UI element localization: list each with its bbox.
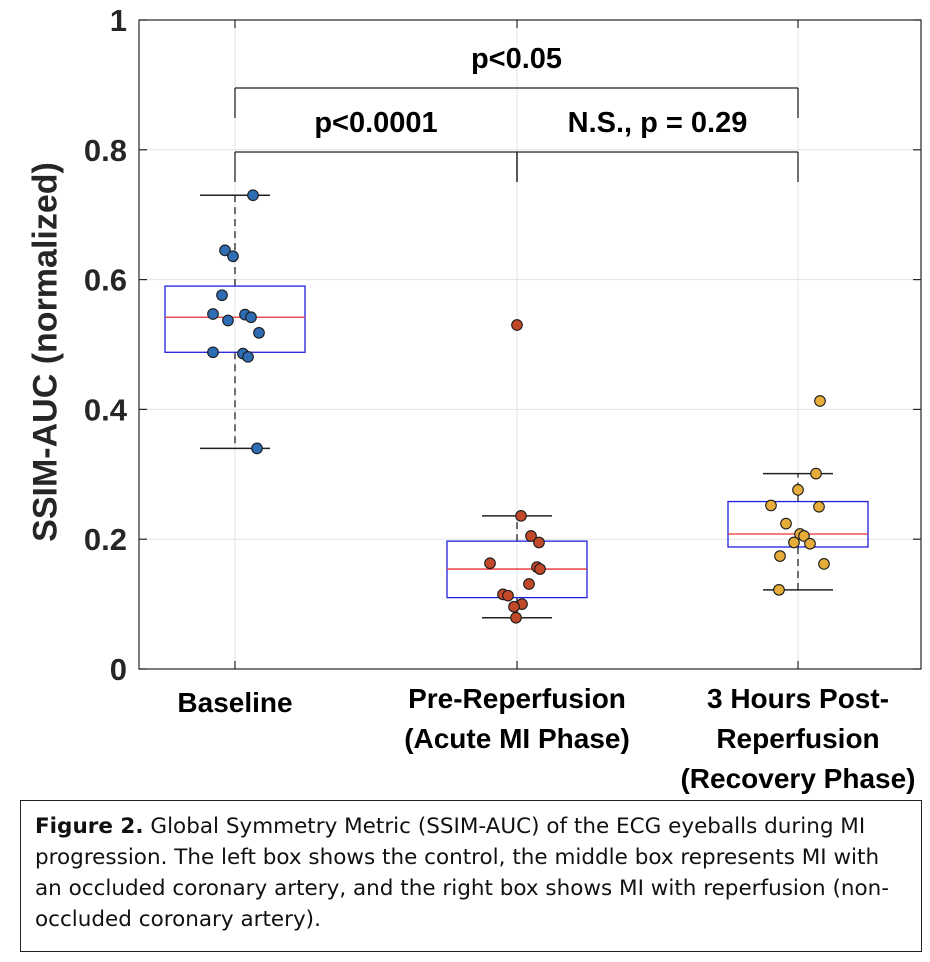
y-tick-label-4: 0.8 [84, 133, 127, 168]
data-point-2-8 [788, 536, 800, 549]
x-category-label-2-1: Reperfusion [716, 723, 879, 754]
y-tick-label-0: 0 [110, 652, 127, 687]
data-point-1-12 [510, 611, 522, 624]
data-point-1-4 [484, 557, 496, 570]
x-category-label-0-0: Baseline [177, 687, 292, 718]
x-category-label-1-0: Pre-Reperfusion [408, 683, 626, 714]
data-point-0-12 [251, 442, 263, 455]
data-point-1-1 [515, 509, 527, 522]
x-category-label-2-2: (Recovery Phase) [680, 763, 915, 794]
data-point-0-6 [245, 311, 257, 324]
x-category-label-2-0: 3 Hours Post- [707, 683, 889, 714]
x-category-label-1-1: (Acute MI Phase) [404, 723, 630, 754]
box-iqr-2 [727, 500, 869, 548]
significance-label-0: p<0.05 [471, 43, 562, 75]
data-point-1-3 [533, 536, 545, 549]
y-tick-label-1: 0.2 [84, 522, 127, 557]
y-axis-label: SSIM-AUC (normalized) [26, 162, 65, 542]
significance-label-2: N.S., p = 0.29 [568, 107, 748, 139]
y-tick-label-3: 0.6 [84, 263, 127, 298]
data-point-2-1 [810, 467, 822, 480]
data-point-2-2 [792, 484, 804, 496]
data-point-2-7 [798, 530, 810, 542]
data-point-0-11 [242, 350, 254, 363]
data-point-0-3 [216, 289, 228, 302]
data-point-2-10 [774, 550, 786, 562]
box-plot-chart: 0 0.2 0.4 0.6 0.8 1 Baseline Pre-Reperfusion (Ac… [84, 3, 922, 794]
data-point-0-0 [247, 189, 259, 202]
data-point-0-7 [222, 314, 234, 327]
figure-label: Figure 2. [35, 814, 144, 839]
data-point-1-0 [511, 319, 523, 331]
data-point-1-11 [508, 600, 520, 613]
data-point-2-4 [813, 500, 825, 513]
data-point-2-0 [814, 395, 826, 407]
data-point-2-5 [780, 517, 792, 530]
significance-label-1: p<0.0001 [314, 107, 437, 139]
data-point-2-11 [818, 558, 830, 570]
plot-area [139, 20, 921, 669]
data-point-1-6 [534, 563, 546, 575]
data-point-2-9 [804, 537, 816, 550]
data-point-2-12 [773, 583, 785, 596]
data-point-0-4 [207, 308, 219, 320]
data-point-2-3 [765, 499, 777, 512]
caption-text: Global Symmetry Metric (SSIM-AUC) of the… [35, 814, 890, 932]
axes-frame [138, 19, 922, 670]
data-point-0-2 [227, 250, 239, 263]
data-point-1-9 [502, 589, 514, 602]
data-point-1-7 [523, 578, 535, 590]
box-iqr-0 [164, 285, 306, 353]
figure-caption: Figure 2. Global Symmetry Metric (SSIM-A… [20, 800, 922, 952]
y-tick-label-5: 1 [110, 3, 127, 38]
y-tick-label-2: 0.4 [84, 392, 128, 427]
data-point-0-8 [253, 326, 265, 339]
data-point-0-1 [219, 244, 231, 257]
data-point-0-9 [207, 346, 219, 359]
data-point-1-2 [525, 530, 537, 542]
